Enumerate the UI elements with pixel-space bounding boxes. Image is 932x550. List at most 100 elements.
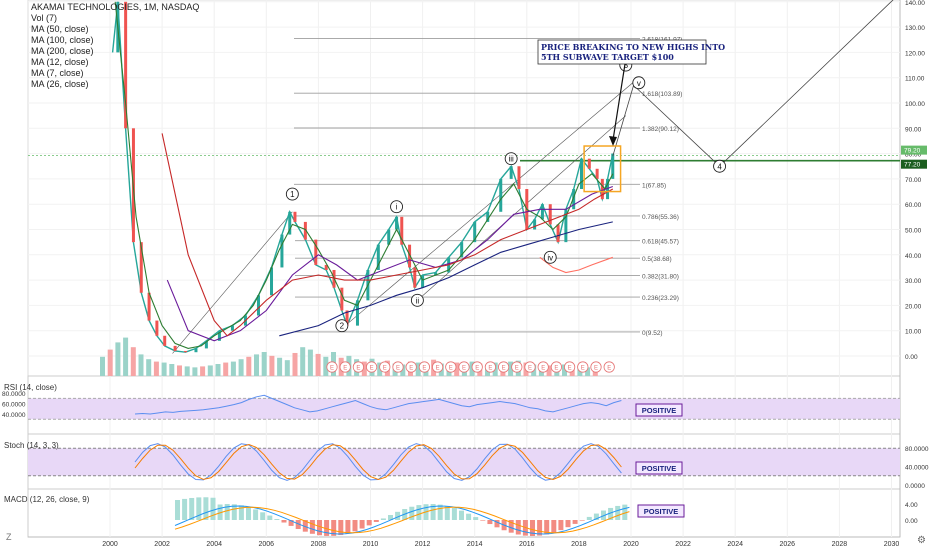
fib-level-label: 1.618(103.89) [642, 91, 682, 98]
moving-average-line [539, 256, 613, 274]
volume-bar [361, 361, 367, 376]
earnings-marker-label: E [568, 366, 572, 372]
volume-bar [238, 359, 244, 376]
legend-symbol: AKAMAI TECHNOLOGIES, 1M, NASDAQ [31, 2, 200, 12]
moving-average-line [161, 133, 614, 337]
macd-histogram-bar [288, 520, 294, 526]
price-candle [163, 335, 167, 346]
price-candle [606, 178, 610, 200]
x-tick-label: 2020 [623, 541, 639, 548]
macd-histogram-bar [331, 520, 337, 536]
earnings-marker-label: E [594, 366, 598, 372]
volume-bar [292, 352, 298, 376]
earnings-marker-label: E [607, 366, 611, 372]
earnings-marker-label: E [515, 366, 519, 372]
earnings-marker [418, 361, 430, 373]
z-button[interactable]: Z [6, 532, 12, 542]
macd-histogram-bar [459, 510, 464, 520]
volume-bar [562, 364, 567, 376]
macd-histogram-bar [608, 507, 614, 520]
macd-histogram-bar [409, 506, 415, 520]
price-candle [499, 178, 503, 212]
volume-bar [184, 366, 190, 376]
stoch-y-tick: 40.0000 [905, 465, 929, 472]
positive-box-rsi [635, 403, 683, 417]
volume-bar [115, 342, 121, 376]
price-candle [572, 189, 576, 210]
callout-arrow [612, 63, 626, 141]
price-candle [395, 216, 399, 230]
earnings-marker [431, 361, 444, 373]
wave-label-circle [713, 159, 727, 173]
macd-histogram-bar [317, 520, 322, 536]
macd-histogram-bar [189, 497, 195, 520]
price-candle [324, 264, 328, 270]
volume-bar [130, 347, 136, 376]
macd-histogram-bar [480, 520, 486, 521]
y-tick-label: 70.00 [905, 177, 922, 184]
volume-bar [415, 362, 421, 376]
price-candle [173, 345, 177, 351]
price-candle [486, 211, 490, 222]
macd-histogram-bar [238, 505, 244, 520]
earnings-marker [471, 361, 483, 373]
earnings-marker-label: E [396, 366, 400, 372]
x-tick-label: 2016 [519, 541, 535, 548]
macd-signal-line [174, 506, 630, 534]
price-candle [288, 211, 292, 235]
price-candle [509, 166, 513, 179]
volume-bar [161, 362, 167, 376]
fib-level-label: 0.236(23.29) [642, 295, 679, 302]
fib-level-label: 0.5(38.68) [642, 256, 672, 263]
volume-bar [200, 366, 206, 376]
earnings-marker-label: E [370, 366, 374, 372]
stoch-d-line [134, 443, 622, 481]
earnings-marker-label: E [528, 366, 532, 372]
earnings-marker [590, 361, 602, 373]
legend-ma100: MA (100, close) [31, 35, 94, 45]
positive-label-rsi: POSITIVE [642, 406, 677, 415]
volume-bar [169, 364, 175, 376]
macd-histogram-bar [231, 504, 237, 520]
positive-label-stoch: POSITIVE [642, 464, 677, 473]
macd-histogram-bar [487, 520, 493, 525]
y-tick-label: 30.00 [905, 278, 922, 285]
x-tick-label: 2018 [571, 541, 587, 548]
price-candle [580, 158, 584, 190]
rsi-y-tick: 80.0000 [2, 391, 26, 398]
earnings-marker [365, 361, 378, 373]
wave-label: 4 [717, 162, 722, 171]
price-candle [600, 178, 604, 200]
volume-bar [138, 354, 144, 376]
stoch-band [28, 448, 900, 476]
price-candle [387, 229, 391, 245]
wave-label: ii [416, 296, 420, 305]
fib-level-label: 1(67.85) [642, 182, 666, 189]
macd-histogram-bar [572, 520, 578, 524]
earnings-marker-label: E [330, 366, 334, 372]
gear-icon[interactable]: ⚙ [917, 535, 926, 546]
price-candle [194, 348, 198, 353]
macd-histogram-bar [544, 520, 550, 535]
price-badge-green [901, 145, 927, 155]
macd-histogram-bar [182, 498, 188, 520]
y-tick-label: 140.00 [905, 0, 925, 7]
macd-histogram-bar [466, 513, 472, 520]
x-tick-label: 2024 [727, 541, 743, 548]
volume-bar [277, 357, 283, 376]
price-candle [124, 1, 128, 129]
volume-bar [254, 354, 259, 376]
macd-histogram-bar [515, 520, 521, 535]
legend-ma12: MA (12, close) [31, 57, 89, 67]
macd-y-tick: 0.00 [905, 518, 918, 525]
volume-bar [300, 347, 306, 376]
earnings-marker-label: E [554, 366, 558, 372]
macd-histogram-bar [352, 520, 358, 532]
positive-label-macd: POSITIVE [644, 507, 679, 516]
macd-histogram-bar [224, 504, 230, 520]
price-candle [314, 239, 318, 265]
volume-bar [107, 349, 113, 376]
price-candle [595, 168, 599, 179]
